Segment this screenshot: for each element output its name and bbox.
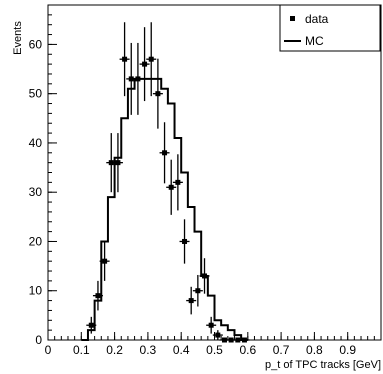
data-marker — [102, 258, 108, 264]
legend-entry-data: data — [305, 12, 329, 26]
data-point — [119, 22, 130, 97]
data-point — [172, 154, 183, 211]
data-point — [166, 159, 177, 215]
data-marker — [195, 288, 201, 294]
data-point — [186, 286, 197, 315]
y-axis-label: Events — [12, 21, 24, 55]
data-marker — [108, 160, 114, 166]
data-marker — [155, 91, 161, 97]
data-marker — [235, 337, 241, 343]
data-point — [112, 133, 123, 193]
y-tick-label: 50 — [29, 87, 43, 101]
data-marker — [135, 76, 141, 82]
data-point — [139, 27, 150, 102]
x-tick-label: 0.5 — [206, 343, 223, 357]
x-axis-label: p_t of TPC tracks [GeV] — [265, 359, 381, 371]
x-tick-label: 0 — [45, 343, 52, 357]
y-tick-label: 40 — [29, 136, 43, 150]
data-point — [192, 274, 203, 307]
legend: data MC — [279, 4, 381, 52]
data-point — [152, 58, 163, 129]
y-tick-label: 0 — [35, 333, 42, 347]
legend-entry-mc: MC — [305, 34, 324, 48]
data-marker — [142, 61, 148, 67]
y-tick-label: 30 — [29, 185, 43, 199]
x-tick-label: 0.4 — [173, 343, 190, 357]
data-point — [132, 42, 143, 115]
data-points — [86, 22, 250, 343]
x-tick-label: 0.1 — [73, 343, 90, 357]
data-point — [146, 22, 157, 97]
data-marker — [202, 273, 208, 279]
data-marker — [188, 298, 194, 304]
data-marker — [208, 322, 214, 328]
data-marker — [128, 76, 134, 82]
data-point — [159, 122, 170, 184]
axes: 0 0.1 0.2 0.3 0.4 0.5 0.6 0.7 0.8 0.9 0 10 20 30 40 50 6… — [29, 4, 382, 357]
x-tick-label: 0.2 — [106, 343, 123, 357]
x-tick-label: 0.9 — [339, 343, 356, 357]
data-marker — [162, 150, 168, 156]
x-tick-label: 0.8 — [306, 343, 323, 357]
data-marker — [122, 56, 128, 62]
y-tick-label: 10 — [29, 284, 43, 298]
x-tick-label: 0.3 — [140, 343, 157, 357]
x-tick-label: 0.6 — [239, 343, 256, 357]
data-point — [199, 258, 210, 294]
data-marker — [215, 332, 221, 338]
mc-histogram — [81, 77, 248, 341]
y-tick-label: 60 — [29, 37, 43, 51]
mc-step-line — [81, 77, 248, 341]
data-marker — [241, 337, 247, 343]
data-point — [179, 219, 190, 264]
legend-data-marker — [290, 16, 295, 21]
data-marker — [228, 337, 234, 343]
x-tick-label: 0.7 — [273, 343, 290, 357]
data-marker — [168, 184, 174, 190]
data-marker — [148, 56, 154, 62]
data-point — [99, 241, 110, 281]
data-point — [92, 280, 103, 311]
data-marker — [175, 179, 181, 185]
legend-box — [279, 4, 381, 52]
data-marker — [221, 337, 227, 343]
data-marker — [95, 293, 101, 299]
data-marker — [182, 238, 188, 244]
data-marker — [115, 160, 121, 166]
data-marker — [88, 322, 94, 328]
data-point — [206, 316, 217, 334]
data-point — [86, 316, 97, 334]
y-tick-label: 20 — [29, 234, 43, 248]
